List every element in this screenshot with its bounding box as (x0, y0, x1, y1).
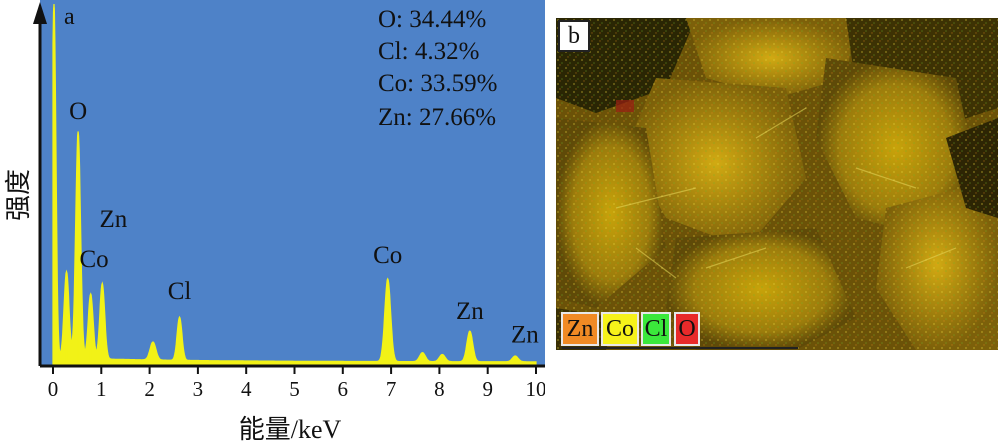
legend-o: O (674, 312, 700, 346)
composition-o: O: 34.44% (378, 6, 486, 33)
peak-label-layer: O Zn Co Cl Co Zn Zn (69, 98, 539, 348)
peak-label: Zn (511, 321, 539, 348)
peak-label: Cl (168, 278, 192, 305)
composition-cl: Cl: 4.32% (378, 38, 479, 65)
composition-zn: Zn: 27.66% (378, 104, 496, 131)
composition-list: O: 34.44% Cl: 4.32% Co: 33.59% Zn: 27.66… (378, 6, 497, 131)
x-axis-title: 能量/keV (239, 415, 342, 444)
elemental-map-image (556, 18, 998, 350)
panel-label-a: a (64, 4, 75, 30)
x-tick-layer: 0 1 2 3 4 5 6 7 8 9 10 (48, 366, 545, 401)
peak-label: O (69, 98, 87, 125)
plot-background (40, 0, 545, 365)
peak-label: Zn (456, 298, 484, 325)
eds-spectrum-chart: 0 1 2 3 4 5 6 7 8 9 10 O Zn Co Cl Co Zn Zn a O: 34.44% C… (4, 0, 545, 444)
legend-co: Co (601, 312, 639, 346)
x-tick-label: 0 (48, 377, 59, 401)
peak-label: Zn (99, 206, 127, 233)
x-tick-label: 8 (434, 377, 445, 401)
composition-co: Co: 33.59% (378, 70, 497, 97)
x-tick-label: 4 (241, 377, 252, 401)
x-tick-label: 5 (289, 377, 300, 401)
spectrum-fill (52, 3, 537, 365)
x-tick-label: 1 (96, 377, 107, 401)
panel-label-b: b (558, 20, 590, 52)
x-tick-label: 9 (482, 377, 493, 401)
legend-zn: Zn (561, 312, 599, 346)
y-axis-title: 强度 (4, 169, 33, 221)
legend-cl: Cl (641, 312, 671, 346)
x-tick-label: 7 (386, 377, 397, 401)
x-tick-label: 6 (338, 377, 349, 401)
x-tick-label: 3 (193, 377, 204, 401)
y-axis-arrow-icon (33, 2, 47, 24)
spectrum-trace-layer (52, 3, 537, 365)
peak-label: Co (373, 242, 402, 269)
peak-label: Co (79, 246, 108, 273)
elemental-map-panel: b Zn Co Cl O (556, 18, 998, 350)
x-tick-label: 2 (144, 377, 155, 401)
x-tick-label: 10 (526, 377, 546, 401)
